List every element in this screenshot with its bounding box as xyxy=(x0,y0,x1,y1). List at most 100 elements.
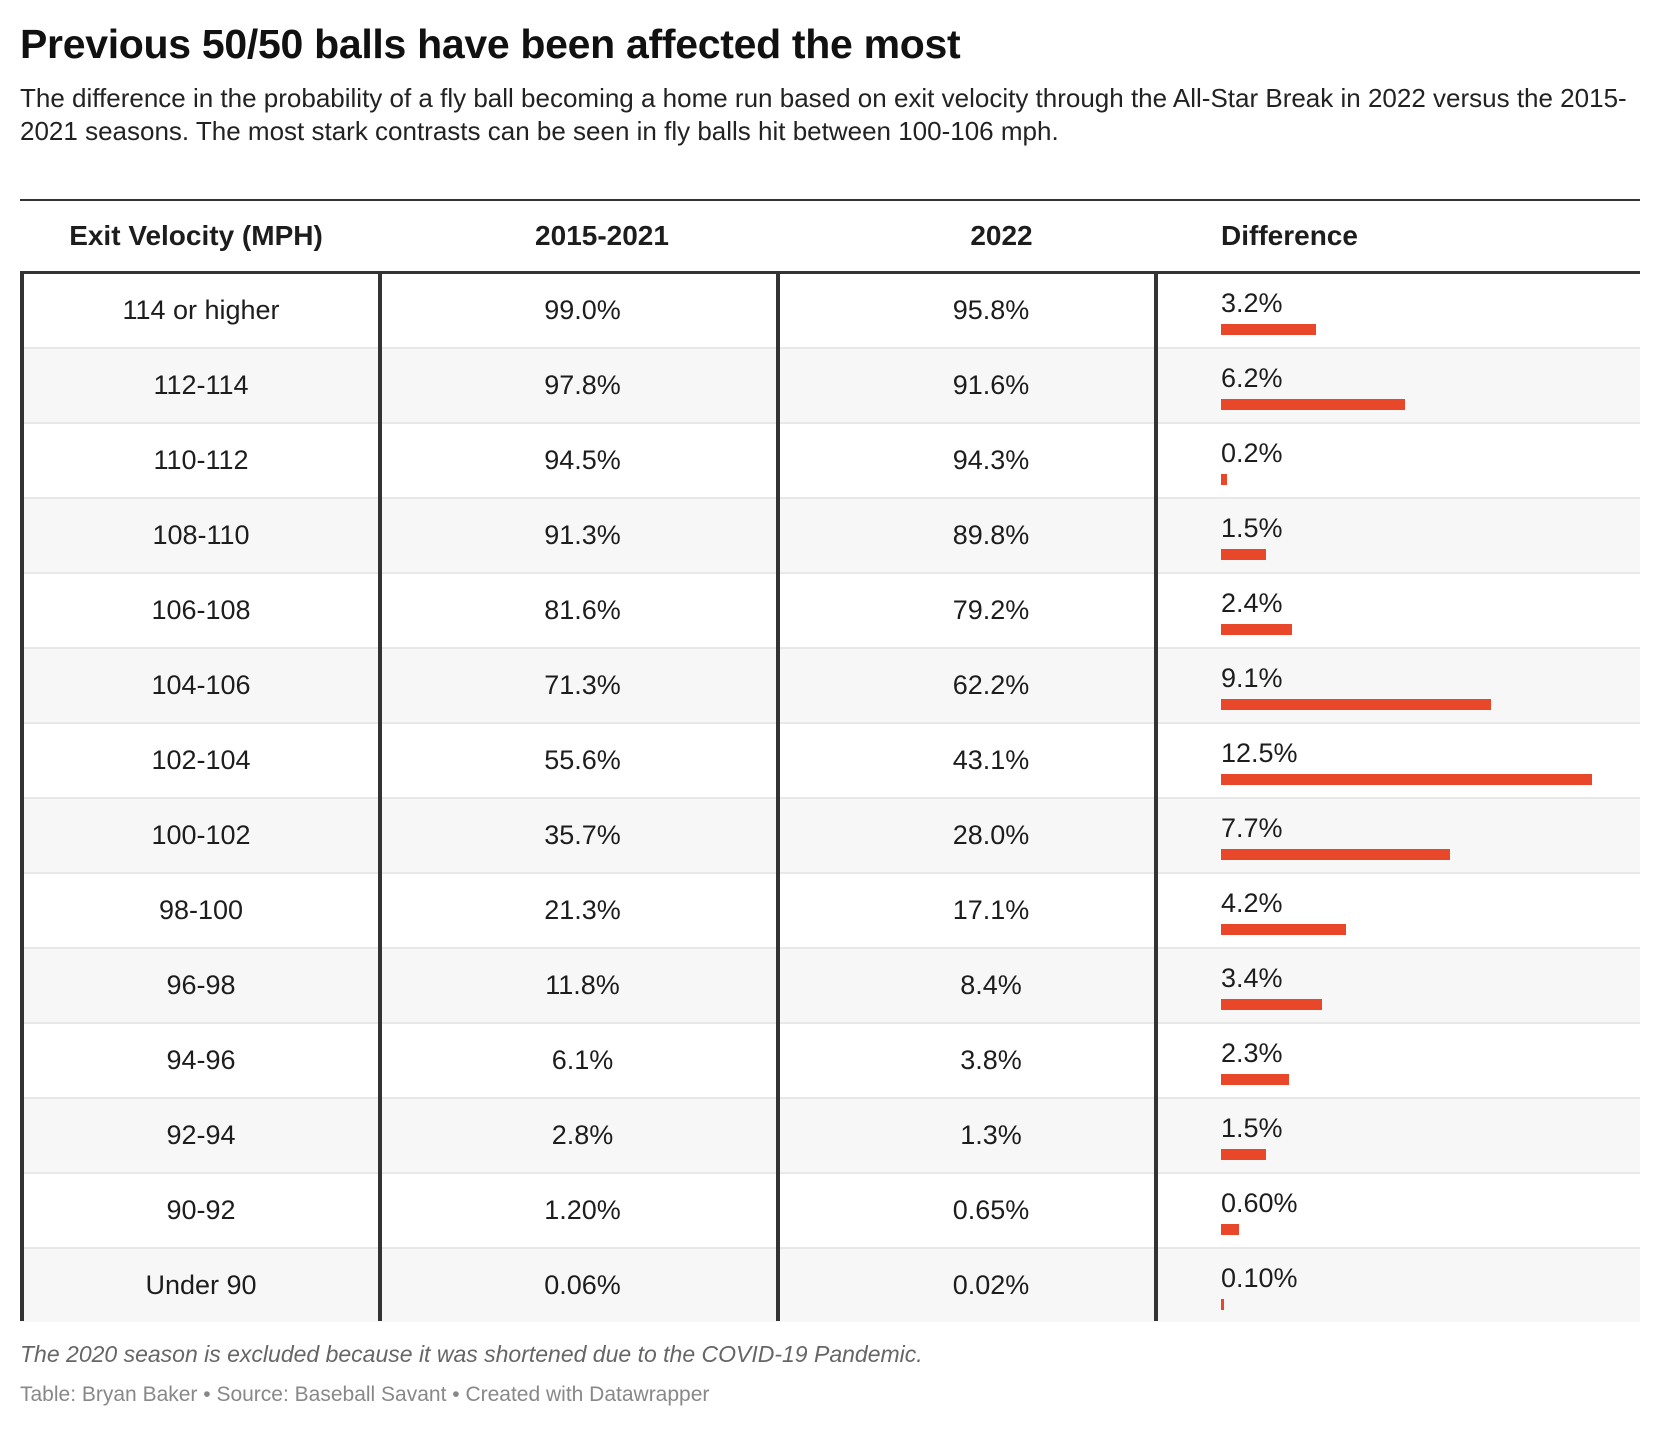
difference-label: 9.1% xyxy=(1221,663,1283,693)
table-row: 100-102 35.7% 28.0% 7.7% xyxy=(20,799,1640,874)
table-row: 96-98 11.8% 8.4% 3.4% xyxy=(20,949,1640,1024)
cell-2015-2021: 6.1% xyxy=(551,1045,614,1075)
cell-2022: 43.1% xyxy=(952,745,1030,775)
cell-2022: 28.0% xyxy=(952,820,1030,850)
cell-2015-2021: 99.0% xyxy=(544,295,621,325)
cell-exit-velocity: 106-108 xyxy=(151,595,251,625)
difference-bar xyxy=(1221,1149,1266,1160)
difference-bar xyxy=(1221,1074,1290,1085)
difference-label: 2.4% xyxy=(1221,588,1283,618)
difference-label: 1.5% xyxy=(1221,1113,1283,1143)
table-row: 106-108 81.6% 79.2% 2.4% xyxy=(20,574,1640,649)
cell-2022: 94.3% xyxy=(952,445,1030,475)
table-row: 102-104 55.6% 43.1% 12.5% xyxy=(20,724,1640,799)
difference-label: 4.2% xyxy=(1221,888,1283,918)
difference-bar xyxy=(1221,474,1227,485)
cell-2015-2021: 94.5% xyxy=(544,445,621,475)
cell-2015-2021: 0.06% xyxy=(544,1270,621,1300)
cell-2015-2021: 97.8% xyxy=(544,370,621,400)
difference-label: 3.2% xyxy=(1221,288,1283,318)
cell-exit-velocity: 94-96 xyxy=(166,1045,236,1075)
cell-difference: 3.2% xyxy=(1203,274,1640,347)
cell-difference: 9.1% xyxy=(1203,649,1640,722)
difference-bar xyxy=(1221,999,1322,1010)
cell-exit-velocity: 100-102 xyxy=(151,820,251,850)
cell-difference: 3.4% xyxy=(1203,949,1640,1022)
difference-bar xyxy=(1221,624,1293,635)
table-row: 94-96 6.1% 3.8% 2.3% xyxy=(20,1024,1640,1099)
cell-difference: 2.4% xyxy=(1203,574,1640,647)
table-body: 114 or higher 99.0% 95.8% 3.2% 112-114 97.8% 9… xyxy=(20,274,1640,1322)
chart-header: Previous 50/50 balls have been affected … xyxy=(20,20,1640,148)
column-header-2015-2021[interactable]: 2015-2021 xyxy=(535,220,669,251)
cell-2022: 3.8% xyxy=(960,1045,1022,1075)
column-header-2022[interactable]: 2022 xyxy=(970,220,1033,251)
difference-bar xyxy=(1221,324,1316,335)
difference-bar xyxy=(1221,1299,1224,1310)
column-divider xyxy=(776,273,780,1321)
cell-difference: 6.2% xyxy=(1203,349,1640,422)
difference-bar xyxy=(1221,774,1592,785)
chart-subtitle: The difference in the probability of a f… xyxy=(20,83,1627,146)
cell-2015-2021: 81.6% xyxy=(544,595,621,625)
difference-bar xyxy=(1221,399,1405,410)
cell-exit-velocity: Under 90 xyxy=(145,1270,257,1300)
table-row: 90-92 1.20% 0.65% 0.60% xyxy=(20,1174,1640,1249)
difference-bar xyxy=(1221,924,1346,935)
cell-difference: 0.60% xyxy=(1203,1174,1640,1247)
cell-exit-velocity: 92-94 xyxy=(166,1120,236,1150)
cell-exit-velocity: 112-114 xyxy=(153,370,249,400)
cell-2015-2021: 35.7% xyxy=(544,820,621,850)
cell-exit-velocity: 96-98 xyxy=(166,970,236,1000)
cell-2022: 0.02% xyxy=(952,1270,1030,1300)
cell-2015-2021: 71.3% xyxy=(544,670,621,700)
cell-exit-velocity: 102-104 xyxy=(151,745,251,775)
cell-2022: 0.65% xyxy=(952,1195,1030,1225)
cell-difference: 1.5% xyxy=(1203,499,1640,572)
difference-label: 0.10% xyxy=(1221,1263,1298,1293)
table-row: 114 or higher 99.0% 95.8% 3.2% xyxy=(20,274,1640,349)
cell-exit-velocity: 104-106 xyxy=(151,670,251,700)
cell-2022: 1.3% xyxy=(960,1120,1022,1150)
cell-exit-velocity: 90-92 xyxy=(166,1195,236,1225)
column-divider xyxy=(1154,273,1158,1321)
column-divider xyxy=(20,273,24,1321)
difference-label: 1.5% xyxy=(1221,513,1283,543)
cell-2022: 95.8% xyxy=(952,295,1030,325)
difference-label: 3.4% xyxy=(1221,963,1283,993)
cell-exit-velocity: 108-110 xyxy=(152,520,250,550)
cell-exit-velocity: 110-112 xyxy=(153,445,249,475)
difference-bar xyxy=(1221,699,1492,710)
cell-2022: 8.4% xyxy=(960,970,1022,1000)
cell-difference: 0.10% xyxy=(1203,1249,1640,1322)
cell-difference: 12.5% xyxy=(1203,724,1640,797)
cell-2022: 89.8% xyxy=(952,520,1030,550)
difference-label: 12.5% xyxy=(1221,738,1298,768)
cell-2015-2021: 11.8% xyxy=(545,970,620,1000)
cell-2015-2021: 2.8% xyxy=(551,1120,614,1150)
difference-bar xyxy=(1221,1224,1239,1235)
difference-bar xyxy=(1221,549,1266,560)
difference-label: 7.7% xyxy=(1221,813,1283,843)
difference-label: 6.2% xyxy=(1221,363,1283,393)
chart-title: Previous 50/50 balls have been affected … xyxy=(20,21,961,67)
difference-label: 0.60% xyxy=(1221,1188,1298,1218)
difference-bar xyxy=(1221,849,1450,860)
table-row: Under 90 0.06% 0.02% 0.10% xyxy=(20,1249,1640,1322)
column-header-difference[interactable]: Difference xyxy=(1221,220,1358,251)
cell-2022: 62.2% xyxy=(952,670,1030,700)
cell-2022: 17.1% xyxy=(952,895,1030,925)
cell-2022: 91.6% xyxy=(952,370,1030,400)
column-header-exit-velocity[interactable]: Exit Velocity (MPH) xyxy=(69,220,323,251)
table-row: 104-106 71.3% 62.2% 9.1% xyxy=(20,649,1640,724)
table-row: 108-110 91.3% 89.8% 1.5% xyxy=(20,499,1640,574)
cell-exit-velocity: 114 or higher xyxy=(122,295,280,325)
difference-label: 0.2% xyxy=(1221,438,1283,468)
cell-2015-2021: 55.6% xyxy=(544,745,621,775)
cell-2022: 79.2% xyxy=(952,595,1030,625)
column-divider xyxy=(378,273,382,1321)
cell-difference: 2.3% xyxy=(1203,1024,1640,1097)
cell-difference: 0.2% xyxy=(1203,424,1640,497)
cell-difference: 1.5% xyxy=(1203,1099,1640,1172)
cell-difference: 7.7% xyxy=(1203,799,1640,872)
